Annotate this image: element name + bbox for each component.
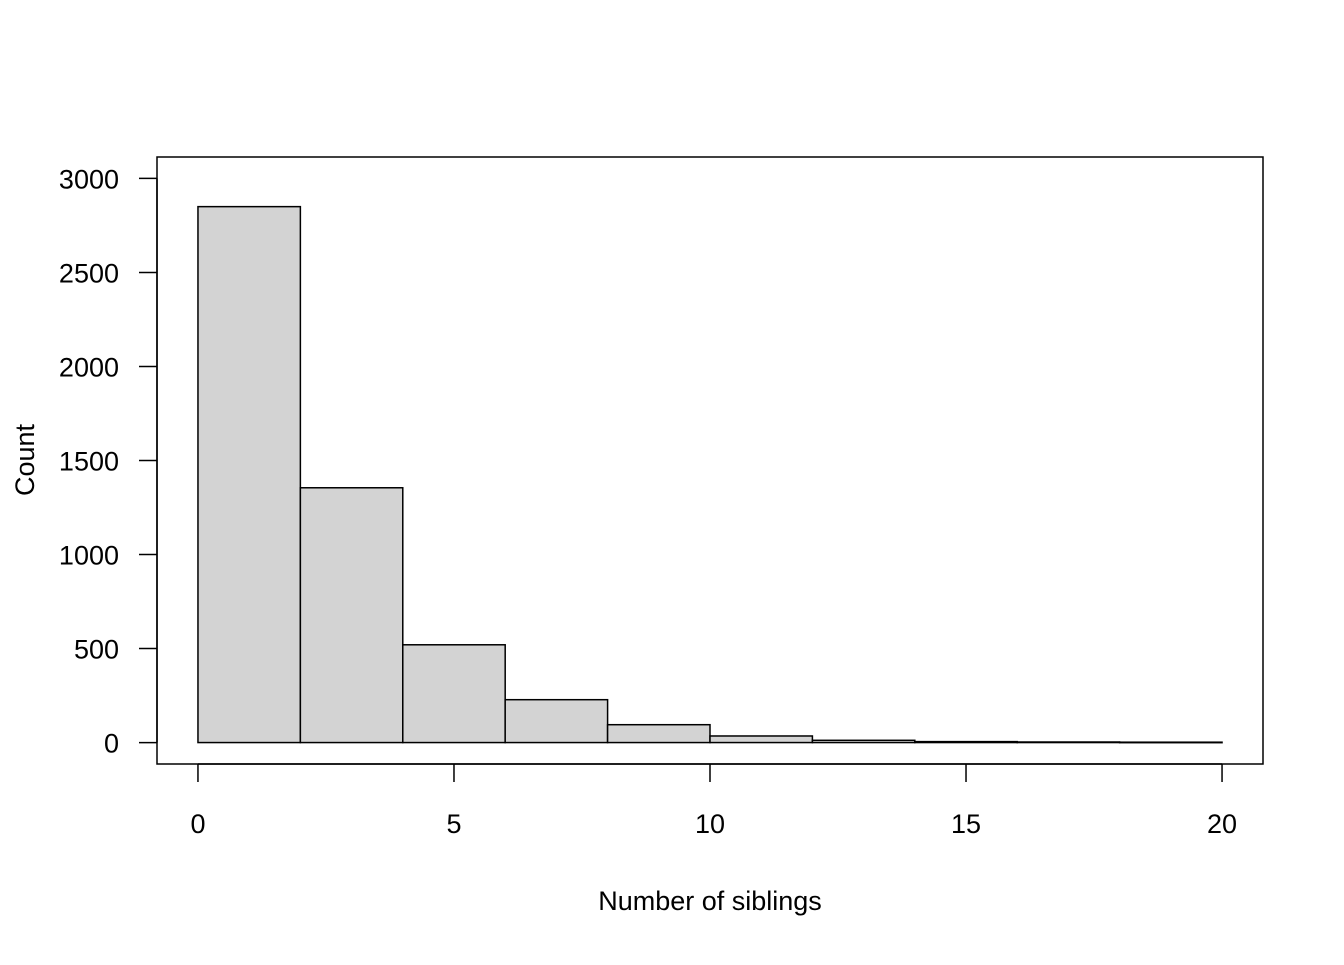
y-tick-label: 2500 <box>59 258 119 288</box>
histogram-bar <box>1016 741 1121 744</box>
x-axis: 0 5 10 15 20 <box>190 763 1237 839</box>
histogram-bar <box>402 644 506 744</box>
histogram-bar <box>504 698 609 744</box>
x-tick-label: 10 <box>695 809 725 839</box>
x-axis-title: Number of siblings <box>598 886 822 916</box>
histogram-bar <box>811 739 916 744</box>
y-tick-label: 1500 <box>59 447 119 477</box>
histogram-bar <box>606 723 711 744</box>
bars-layer <box>197 205 1223 744</box>
x-tick-label: 5 <box>446 809 461 839</box>
histogram-bar <box>197 205 302 744</box>
y-tick-label: 3000 <box>59 164 119 194</box>
y-axis-title: Count <box>10 423 40 496</box>
x-tick-label: 20 <box>1207 809 1237 839</box>
x-tick-label: 15 <box>951 809 981 839</box>
y-tick-label: 1000 <box>59 541 119 571</box>
histogram-bar <box>299 487 404 744</box>
histogram-bar <box>709 735 814 744</box>
x-tick-label: 0 <box>190 809 205 839</box>
y-axis: 0 500 1000 1500 2000 2500 3000 <box>59 164 158 759</box>
y-tick-label: 500 <box>74 635 119 665</box>
histogram-bar <box>914 740 1018 744</box>
y-tick-label: 2000 <box>59 352 119 382</box>
histogram-bar <box>1118 741 1223 744</box>
y-tick-label: 0 <box>104 729 119 759</box>
